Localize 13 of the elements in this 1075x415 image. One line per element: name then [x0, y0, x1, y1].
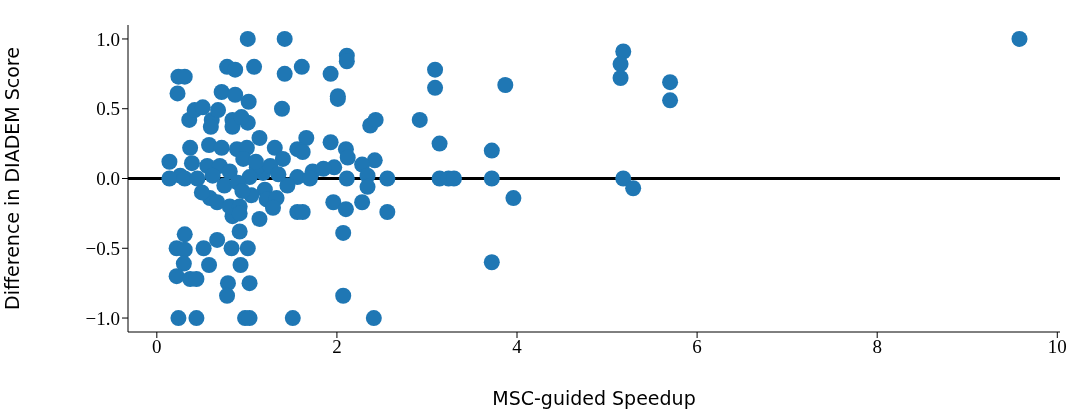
x-tick-label: 10 — [1047, 336, 1067, 358]
x-axis-title: MSC-guided Speedup — [492, 387, 696, 409]
x-tick-label: 0 — [152, 336, 162, 358]
y-axis-title: Difference in DIADEM Score — [0, 47, 23, 310]
x-tick-label: 4 — [512, 336, 523, 358]
y-tick-label: −1.0 — [85, 307, 120, 329]
y-tick-label: 1.0 — [96, 28, 120, 50]
y-tick-label: 0.0 — [96, 168, 120, 190]
x-tick-label: 2 — [332, 336, 342, 358]
x-tick-label: 8 — [872, 336, 882, 358]
y-tick-label: −0.5 — [85, 238, 120, 260]
y-tick-label: 0.5 — [96, 98, 120, 120]
x-tick-label: 6 — [692, 336, 702, 358]
